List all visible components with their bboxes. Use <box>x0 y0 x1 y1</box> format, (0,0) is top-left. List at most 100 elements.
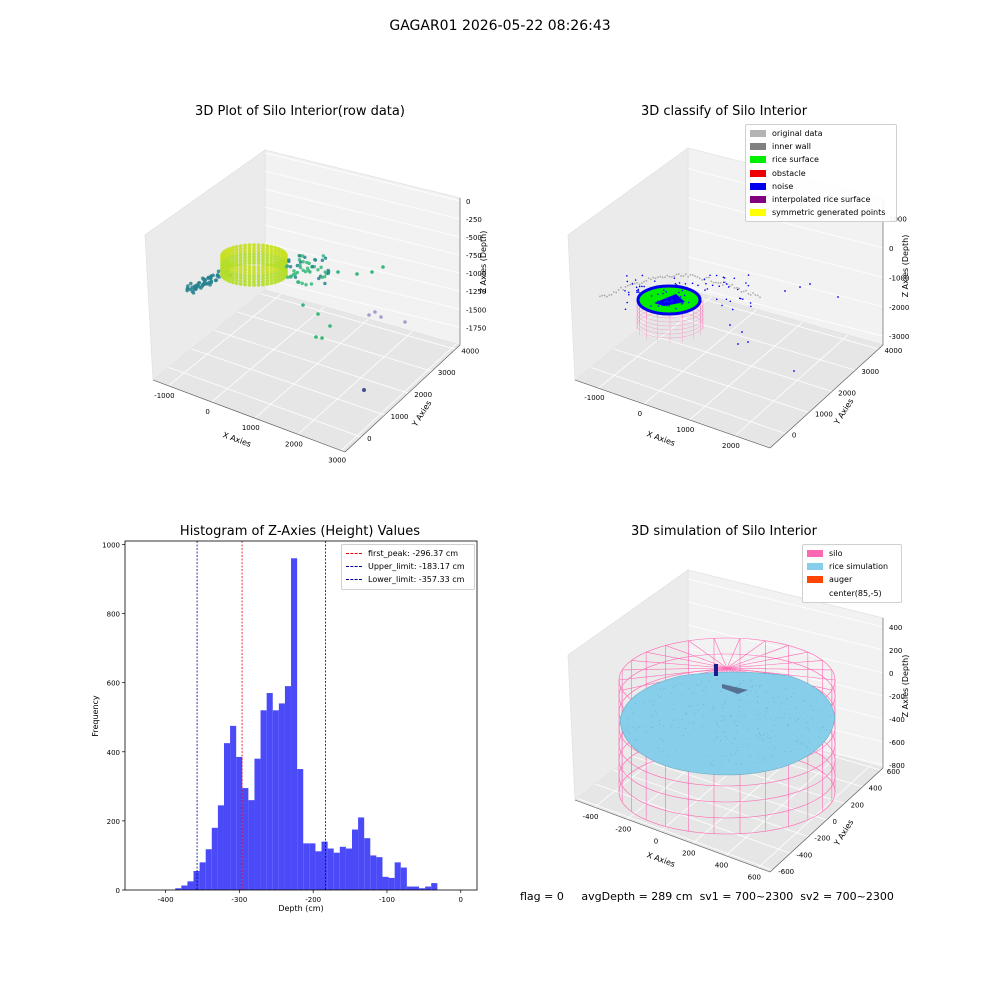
rice-simulation-point <box>789 751 791 753</box>
panel-1-point <box>300 281 304 286</box>
panel-2-point <box>636 281 639 284</box>
silo-roof-spoke <box>713 638 728 669</box>
rice-simulation-point <box>736 749 738 751</box>
panel-2-point <box>631 283 634 285</box>
panel-4-x-label: X Axies <box>645 850 676 869</box>
panel-1-point <box>194 287 198 291</box>
panel-2-point <box>711 284 714 287</box>
panel-2-point <box>627 291 630 294</box>
rice-simulation-point <box>681 683 683 685</box>
histogram-legend-line <box>346 579 362 581</box>
rice-simulation-point <box>804 699 806 701</box>
panel-1-point <box>238 267 243 271</box>
panel-2-point <box>668 275 671 278</box>
panel-1-point <box>252 249 256 253</box>
panel-1-point <box>207 276 212 280</box>
panel-4-legend-entry: auger <box>807 573 897 586</box>
histogram-bar <box>260 710 267 890</box>
histogram-bars <box>175 558 438 890</box>
rice-simulation-point <box>716 731 718 733</box>
histogram-legend-entry: first_peak: -296.37 cm <box>346 547 470 560</box>
panel-2-legend-entry: inner wall <box>750 140 892 153</box>
rice-simulation-point <box>735 725 737 727</box>
panel-2-point <box>665 291 667 293</box>
panel-2-point <box>733 277 736 280</box>
panel-1-point <box>261 249 265 254</box>
rice-simulation-point <box>750 690 752 692</box>
panel-2-point <box>750 305 752 308</box>
rice-simulation-point <box>738 686 740 688</box>
panel-1-point <box>314 335 318 339</box>
panel-2-point <box>674 282 677 285</box>
rice-simulation-point <box>670 692 672 694</box>
histogram-bar <box>266 693 273 890</box>
panel-2-point <box>723 277 726 279</box>
histogram-bar <box>400 867 407 890</box>
p4-z-tick-label: 0 <box>889 670 893 678</box>
panel-1-point <box>273 260 277 265</box>
rice-simulation-point <box>783 713 785 715</box>
panel-2-point <box>694 275 696 278</box>
panel-2-point <box>671 299 673 302</box>
panel-2-point <box>736 288 739 291</box>
p4-z-tick-label: -400 <box>889 716 905 724</box>
panel-3-title: Histogram of Z-Axies (Height) Values <box>179 524 421 539</box>
histogram-bar <box>412 886 420 890</box>
panel-1-point <box>227 252 232 257</box>
panel-2-point <box>799 286 801 288</box>
panel-2-title: 3D classify of Silo Interior <box>640 104 808 119</box>
rice-simulation-point <box>807 727 809 729</box>
rice-simulation-point <box>725 699 727 701</box>
panel-2-point <box>624 308 627 311</box>
rice-simulation-point <box>797 717 799 719</box>
p2-x-gridline <box>643 309 758 405</box>
silo-roof-spoke <box>726 651 808 669</box>
panel-1-point <box>238 273 243 277</box>
rice-simulation-point <box>813 709 815 711</box>
panel-2-point <box>684 273 687 276</box>
rice-simulation-point <box>691 705 693 707</box>
panel-2-point <box>622 288 625 291</box>
panel-1-point <box>296 280 300 284</box>
panel-2-legend-label: symmetric generated points <box>772 208 886 218</box>
rice-simulation-point <box>766 736 768 738</box>
panel-1-point <box>288 265 293 269</box>
panel-1-point <box>403 320 407 324</box>
rice-simulation-point <box>764 759 766 761</box>
rice-simulation-point <box>688 706 690 708</box>
rice-simulation-point <box>708 680 710 682</box>
panel-2-point <box>626 301 628 304</box>
panel-2-point <box>682 274 685 277</box>
rice-simulation-point <box>781 717 783 719</box>
panel-2-point <box>727 286 730 288</box>
rice-simulation-point <box>736 747 738 749</box>
panel-2-point <box>709 274 711 277</box>
rice-simulation-point <box>762 739 764 741</box>
rice-simulation-point <box>663 739 665 741</box>
panel-1-point <box>216 269 221 274</box>
panel-2-legend-label: interpolated rice surface <box>772 195 871 205</box>
panel-1-point <box>231 277 235 282</box>
panel-2-point <box>666 304 668 307</box>
panel-2-point <box>626 275 628 277</box>
rice-simulation-point <box>724 732 726 734</box>
rice-simulation-point <box>717 678 719 680</box>
panel-1-x-axis-line <box>152 379 346 453</box>
rice-simulation-point <box>757 702 759 704</box>
panel-1-point <box>256 258 261 263</box>
p4-y-tick-label: 400 <box>869 785 882 793</box>
histogram-x-tick-label: -400 <box>158 896 174 904</box>
panel-2-point <box>724 281 727 284</box>
rice-simulation-point <box>780 708 782 710</box>
panel-4-legend-entry: center(85,-5) <box>807 587 897 600</box>
rice-simulation-point <box>697 704 699 706</box>
rice-simulation-point <box>705 686 707 688</box>
rice-simulation-point <box>810 706 812 708</box>
panel-2-point <box>710 280 713 283</box>
panel-1-point <box>326 271 330 275</box>
panel-1-point <box>256 282 261 287</box>
rice-simulation-point <box>764 715 766 717</box>
rice-simulation-point <box>658 696 660 698</box>
panel-1-point <box>185 287 190 291</box>
panel-2-point <box>723 281 725 284</box>
